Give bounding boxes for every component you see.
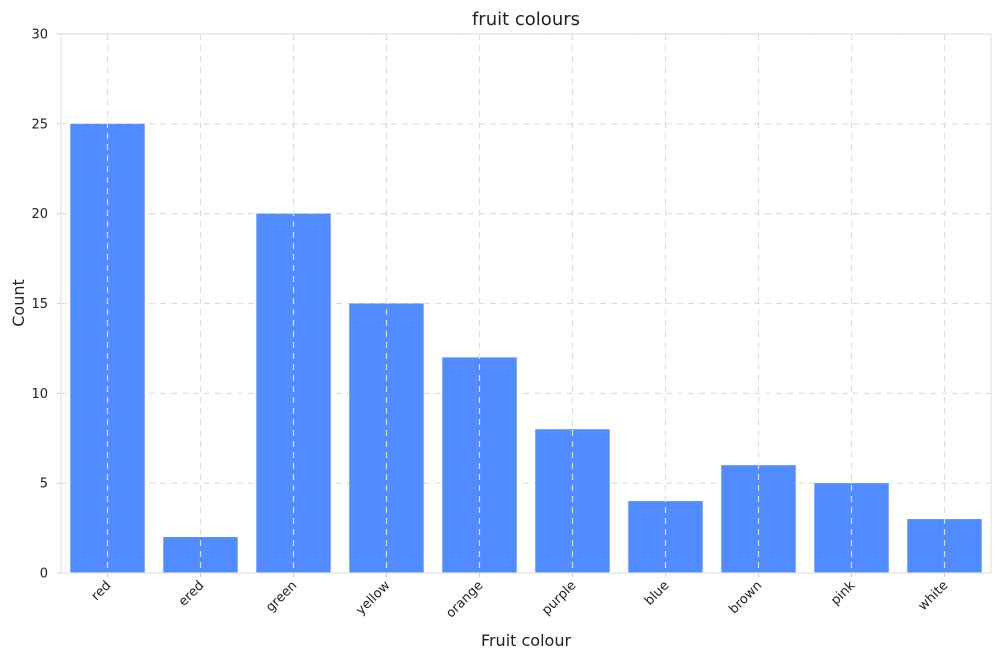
- y-tick-label: 0: [40, 567, 48, 582]
- bar-blue: [628, 501, 703, 573]
- bar-yellow: [349, 303, 424, 573]
- x-tick-label-pink: pink: [828, 578, 858, 608]
- y-axis-label: Count: [9, 279, 28, 327]
- y-tick-label: 15: [31, 297, 48, 312]
- x-axis-label: Fruit colour: [481, 631, 572, 650]
- x-tick-label-yellow: yellow: [353, 578, 393, 618]
- y-tick-label: 10: [31, 387, 48, 402]
- bar-green: [256, 213, 331, 573]
- y-tick-label: 25: [31, 117, 48, 132]
- y-tick-label: 5: [40, 477, 48, 492]
- x-tick-label-orange: orange: [443, 578, 486, 621]
- x-tick-label-red: red: [89, 578, 115, 604]
- bars: [70, 34, 982, 573]
- y-tick-label: 20: [31, 207, 48, 222]
- x-tick-label-brown: brown: [726, 578, 765, 617]
- x-tick-label-green: green: [263, 578, 300, 615]
- y-tick-label: 30: [31, 28, 48, 43]
- x-tick-label-purple: purple: [539, 578, 579, 618]
- chart-title: fruit colours: [472, 9, 580, 30]
- x-tick-label-white: white: [916, 578, 952, 614]
- x-tick-label-ered: ered: [176, 578, 207, 609]
- x-tick-label-blue: blue: [642, 578, 672, 608]
